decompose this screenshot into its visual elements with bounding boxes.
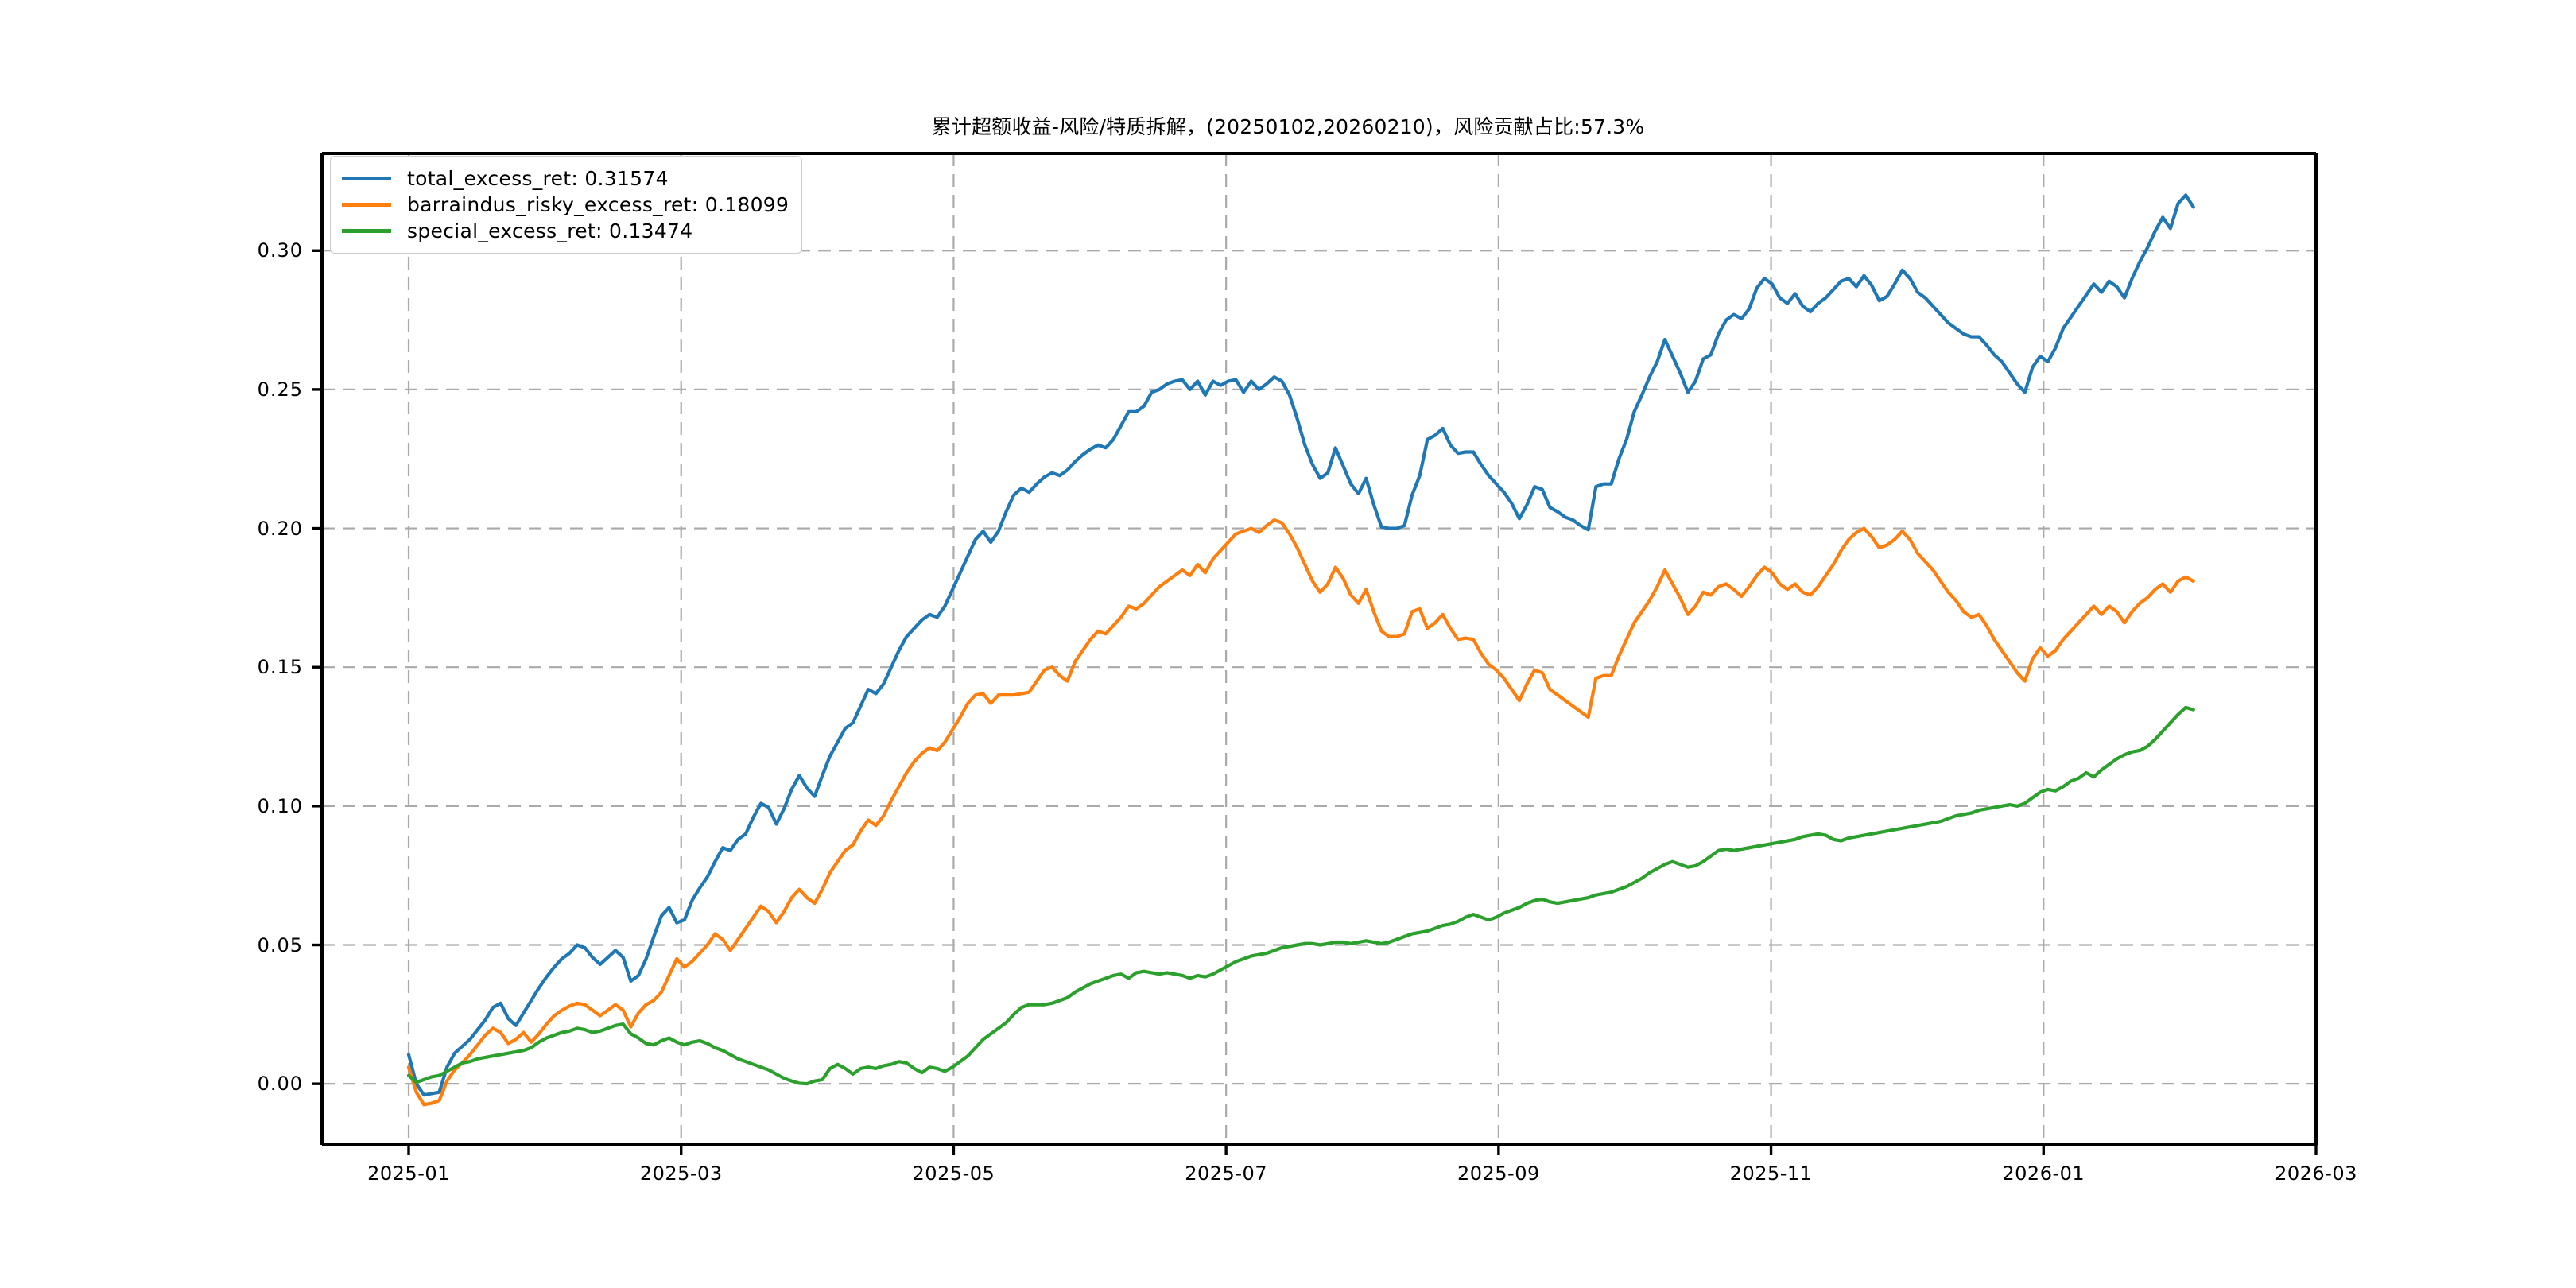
legend-swatch-special-excess-ret: [342, 229, 391, 233]
y-tick-label: 0.00: [257, 1073, 303, 1096]
x-tick-label: 2025-01: [367, 1162, 450, 1185]
y-tick-label: 0.15: [257, 656, 303, 679]
legend-swatch-total-excess-ret: [342, 177, 391, 180]
legend-label-total-excess-ret: total_excess_ret: 0.31574: [407, 167, 669, 190]
axis-ticks: [312, 249, 2318, 1155]
x-tick-label: 2026-03: [2275, 1162, 2357, 1185]
x-tick-label: 2025-05: [912, 1162, 995, 1185]
x-tick-label: 2025-03: [639, 1162, 723, 1185]
legend-swatch-barraindus-risky-excess-ret: [342, 203, 391, 207]
x-tick-label: 2025-11: [1729, 1162, 1813, 1185]
y-tick-label: 0.20: [257, 517, 303, 540]
y-tick-label: 0.05: [257, 933, 303, 956]
y-tick-label: 0.10: [257, 794, 303, 817]
chart-legend: total_excess_ret: 0.31574 barraindus_ris…: [330, 156, 803, 254]
x-tick-label: 2026-01: [2002, 1162, 2085, 1185]
y-tick-label: 0.30: [257, 239, 303, 262]
legend-label-special-excess-ret: special_excess_ret: 0.13474: [407, 219, 693, 242]
chart-title: 累计超额收益-风险/特质拆解，(20250102,20260210)，风险贡献占…: [931, 115, 1645, 138]
grid-lines: [322, 153, 2318, 1145]
legend-item: barraindus_risky_excess_ret: 0.18099: [342, 192, 789, 218]
legend-label-barraindus-risky-excess-ret: barraindus_risky_excess_ret: 0.18099: [407, 193, 789, 216]
axes-spines: [320, 152, 2318, 1146]
legend-item: special_excess_ret: 0.13474: [342, 218, 789, 244]
series-lines: [406, 193, 2195, 1107]
x-tick-label: 2025-07: [1185, 1162, 1268, 1185]
y-tick-label: 0.25: [257, 378, 303, 401]
x-tick-label: 2025-09: [1457, 1162, 1540, 1185]
legend-item: total_excess_ret: 0.31574: [342, 165, 789, 192]
